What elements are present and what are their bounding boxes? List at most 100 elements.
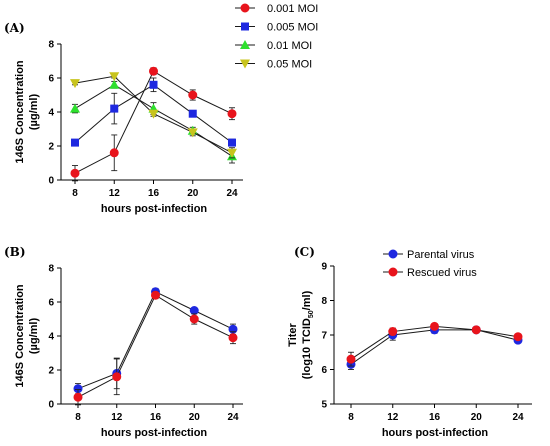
legend-item: 0.001 MOI (235, 3, 318, 15)
data-point (151, 290, 160, 300)
data-point (513, 332, 523, 342)
y-tick-label: 2 (48, 366, 54, 377)
y-axis-label: (µg/ml) (28, 94, 40, 131)
legend-item: 0.05 MOI (235, 59, 312, 71)
legend: Parental virus Rescued virus (383, 249, 477, 279)
chart-panel-3: (C) 5 6 7 8 9 8 12 16 20 24 hours post-infection Tit… (287, 245, 532, 439)
series-line (350, 329, 519, 365)
legend-label: 0.01 MOI (267, 40, 312, 52)
legend-label: Parental virus (407, 249, 475, 261)
y-tick-label: 5 (321, 400, 327, 411)
panel-label: (B) (4, 245, 26, 259)
y-axis-label: 146S Concentration (14, 284, 26, 388)
data-point (70, 103, 80, 113)
panel-label: (A) (4, 21, 25, 35)
x-axis-label: hours post-infection (382, 427, 489, 439)
y-tick-label: 6 (48, 298, 54, 309)
x-tick-label: 24 (226, 188, 238, 199)
legend-marker (241, 22, 249, 31)
x-tick-label: 20 (187, 188, 199, 199)
legend-label: 0.005 MOI (267, 22, 318, 34)
data-point (188, 109, 197, 118)
panel-label: (C) (294, 245, 315, 259)
data-point (346, 354, 356, 364)
legend-marker (240, 3, 250, 13)
data-point (109, 148, 119, 158)
data-point (227, 109, 237, 119)
y-tick-label: 8 (321, 296, 327, 307)
data-point (187, 128, 198, 138)
data-point (149, 66, 158, 76)
x-tick-label: 16 (150, 412, 162, 423)
legend: 0.001 MOI 0.005 MOI 0.01 MOI 0.05 MOI (235, 3, 318, 71)
data-point (70, 168, 80, 178)
data-point (228, 138, 236, 147)
data-point (189, 314, 199, 324)
series-3 (70, 79, 237, 164)
series-line (77, 291, 234, 390)
data-point (148, 109, 159, 119)
legend-marker (240, 40, 250, 49)
y-axis-label: (log10 TCID50/ml) (301, 290, 315, 379)
series-1 (346, 325, 523, 370)
data-point (70, 79, 80, 89)
y-tick-label: 6 (321, 365, 327, 376)
data-point (112, 372, 122, 382)
data-point (471, 325, 481, 335)
series-2 (346, 321, 523, 367)
data-point (228, 333, 238, 343)
x-tick-label: 24 (227, 412, 239, 423)
legend-label: Rescued virus (407, 267, 477, 279)
legend-marker (240, 59, 250, 69)
data-point (188, 90, 198, 100)
series-1 (73, 287, 238, 395)
series-4 (70, 72, 237, 159)
x-axis-label: hours post-infection (101, 427, 208, 439)
data-point (110, 104, 119, 113)
x-axis-label: hours post-infection (101, 203, 208, 215)
y-tick-label: 7 (321, 331, 327, 342)
data-point (71, 138, 79, 147)
data-point (388, 327, 398, 337)
y-tick-label: 0 (48, 400, 54, 411)
data-point (109, 79, 120, 89)
series-line (77, 294, 234, 398)
x-tick-label: 8 (72, 188, 78, 199)
y-axis-label: (µg/ml) (28, 318, 40, 355)
series-line (74, 84, 233, 157)
legend-label: 0.001 MOI (267, 3, 318, 15)
x-tick-label: 20 (189, 412, 201, 423)
y-tick-label: 6 (48, 74, 54, 85)
y-tick-label: 2 (48, 142, 54, 153)
series-2 (73, 290, 238, 406)
y-tick-label: 0 (48, 176, 54, 187)
data-point (430, 321, 439, 331)
series-2 (71, 77, 236, 147)
legend-item: Rescued virus (383, 267, 477, 279)
data-point (109, 72, 120, 82)
x-tick-label: 8 (75, 412, 81, 423)
y-tick-label: 4 (48, 108, 54, 119)
y-tick-label: 4 (48, 332, 54, 343)
x-tick-label: 8 (348, 412, 354, 423)
legend-item: 0.005 MOI (235, 22, 318, 34)
x-tick-label: 12 (387, 412, 399, 423)
x-tick-label: 20 (471, 412, 483, 423)
x-tick-label: 24 (512, 412, 524, 423)
legend-item: 0.01 MOI (235, 40, 312, 52)
x-tick-label: 16 (429, 412, 441, 423)
y-axis-label: Titer (287, 322, 299, 346)
x-tick-label: 12 (111, 412, 123, 423)
x-tick-label: 16 (148, 188, 160, 199)
legend-marker (388, 267, 398, 277)
y-tick-label: 8 (48, 264, 54, 275)
data-point (73, 392, 83, 402)
data-point (227, 148, 237, 158)
legend-label: 0.05 MOI (267, 59, 312, 71)
legend-marker (388, 249, 398, 259)
data-point (189, 306, 199, 315)
y-axis-label: 146S Concentration (14, 60, 26, 164)
